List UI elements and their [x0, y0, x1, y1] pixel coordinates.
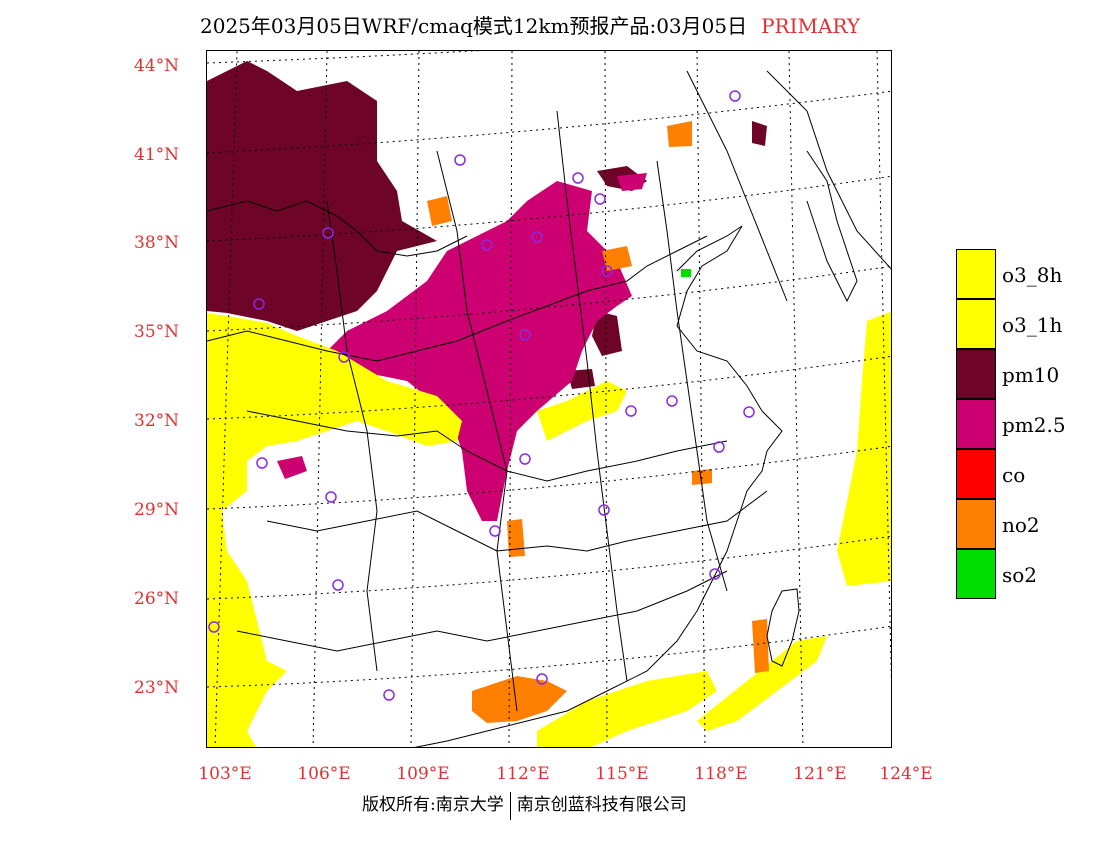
legend-item-co: co	[956, 449, 1086, 499]
pm10-area-henan	[592, 311, 622, 356]
lat-label-41: 41°N	[134, 145, 180, 165]
station-markers	[208, 90, 755, 701]
graticule	[207, 51, 891, 747]
lat-label-29: 29°N	[134, 500, 180, 520]
legend-item-o3-1h: o3_1h	[956, 299, 1086, 349]
copyright-text: 版权所有:南京大学	[362, 795, 504, 815]
legend-label: pm10	[1002, 363, 1060, 387]
legend-label: co	[1002, 463, 1026, 487]
map-title: 2025年03月05日WRF/cmaq模式12km预报产品:03月05日 PRIM…	[200, 10, 860, 39]
station-marker	[332, 579, 344, 591]
station-marker	[709, 568, 721, 580]
pm10-area-liaoning	[752, 121, 767, 146]
title-tag: PRIMARY	[761, 14, 861, 38]
province-boundaries	[207, 70, 891, 712]
lon-label-112: 112°E	[496, 764, 550, 784]
station-marker	[743, 406, 755, 418]
station-marker	[594, 193, 606, 205]
lat-label-38: 38°N	[134, 233, 180, 253]
no2-area-hebei	[602, 246, 632, 271]
lat-label-23: 23°N	[134, 678, 180, 698]
footer-separator	[509, 791, 511, 820]
legend-swatch	[956, 299, 996, 349]
legend: o3_8h o3_1h pm10 pm2.5 co no2 so2	[956, 249, 1086, 599]
pm10-area-northwest	[207, 61, 437, 331]
station-marker	[572, 172, 584, 184]
legend-item-no2: no2	[956, 499, 1086, 549]
legend-swatch	[956, 249, 996, 299]
no2-area-hunan	[507, 519, 525, 557]
station-marker	[325, 491, 337, 503]
o3-area-anhui	[537, 381, 627, 441]
title-text: 2025年03月05日WRF/cmaq模式12km预报产品:03月05日	[200, 14, 748, 38]
o3-area-east-sea	[837, 311, 891, 586]
pm25-area-beijing	[617, 173, 647, 191]
lon-label-121: 121°E	[793, 764, 847, 784]
company-text: 南京创蓝科技有限公司	[516, 795, 687, 815]
korea-outline	[806, 150, 858, 303]
no2-area-shandong	[667, 121, 692, 147]
station-marker	[601, 265, 613, 277]
lon-label-115: 115°E	[595, 764, 649, 784]
no2-area-guangdong	[472, 676, 567, 723]
o3-area-southwest	[207, 313, 462, 747]
no2-area-yangtze	[692, 469, 712, 485]
station-marker	[481, 239, 493, 251]
coastline	[414, 225, 783, 747]
legend-item-o3-8h: o3_8h	[956, 249, 1086, 299]
station-marker	[598, 504, 610, 516]
legend-swatch	[956, 349, 996, 399]
no2-area-beijing	[427, 196, 452, 226]
so2-area-shandong	[681, 269, 691, 277]
station-marker	[383, 689, 395, 701]
pm25-area-central	[327, 181, 632, 521]
legend-swatch	[956, 449, 996, 499]
o3-area-coast-south	[537, 671, 717, 747]
lon-label-118: 118°E	[694, 764, 748, 784]
footer: 版权所有:南京大学 南京创蓝科技有限公司	[362, 790, 687, 820]
legend-label: o3_8h	[1002, 263, 1063, 287]
taiwan-outline	[766, 588, 800, 667]
o3-area-taiwan-strait	[697, 636, 827, 731]
station-marker	[666, 395, 678, 407]
station-marker	[208, 621, 220, 633]
lon-label-109: 109°E	[396, 764, 450, 784]
station-marker	[536, 673, 548, 685]
map-canvas	[207, 51, 891, 747]
lon-label-106: 106°E	[297, 764, 351, 784]
station-marker	[253, 298, 265, 310]
lat-label-26: 26°N	[134, 589, 180, 609]
station-marker	[454, 154, 466, 166]
lat-label-35: 35°N	[134, 322, 180, 342]
lon-label-103: 103°E	[198, 764, 252, 784]
legend-label: so2	[1002, 563, 1038, 587]
legend-label: pm2.5	[1002, 413, 1066, 437]
station-marker	[256, 457, 268, 469]
pm25-area-guizhou	[277, 456, 307, 479]
legend-item-pm2-5: pm2.5	[956, 399, 1086, 449]
no2-area-fujian	[752, 619, 769, 673]
pollutant-map	[206, 50, 892, 748]
station-marker	[519, 329, 531, 341]
legend-swatch	[956, 549, 996, 599]
legend-swatch	[956, 399, 996, 449]
station-marker	[338, 351, 350, 363]
legend-swatch	[956, 499, 996, 549]
legend-item-pm10: pm10	[956, 349, 1086, 399]
legend-item-so2: so2	[956, 549, 1086, 599]
lon-label-124: 124°E	[879, 764, 933, 784]
station-marker	[625, 405, 637, 417]
lat-label-32: 32°N	[134, 411, 180, 431]
station-marker	[713, 441, 725, 453]
station-marker	[729, 90, 741, 102]
lat-label-44: 44°N	[134, 56, 180, 76]
station-marker	[322, 227, 334, 239]
station-marker	[519, 453, 531, 465]
station-marker	[531, 231, 543, 243]
legend-label: no2	[1002, 513, 1040, 537]
station-marker	[489, 525, 501, 537]
legend-label: o3_1h	[1002, 313, 1063, 337]
